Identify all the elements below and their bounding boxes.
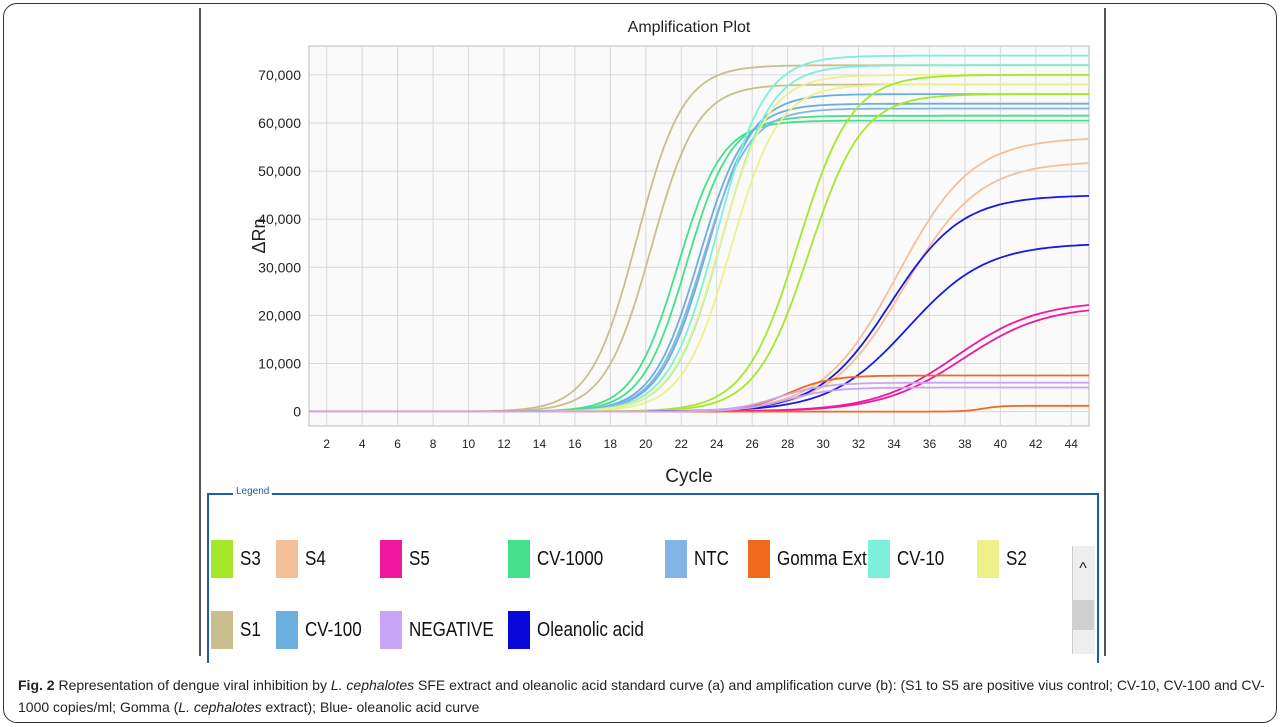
legend-item[interactable]: CV-1000 bbox=[508, 540, 615, 578]
x-tick-label: 32 bbox=[852, 437, 866, 451]
x-tick-label: 20 bbox=[639, 437, 653, 451]
legend-label: S5 bbox=[409, 547, 430, 570]
legend-swatch bbox=[380, 611, 402, 649]
legend-item[interactable]: S1 bbox=[211, 611, 264, 649]
legend-label: Gomma Ext bbox=[777, 547, 867, 570]
scroll-up-icon[interactable]: ^ bbox=[1079, 560, 1087, 577]
legend-label: Oleanolic acid bbox=[537, 618, 644, 641]
legend-title: Legend bbox=[233, 486, 273, 497]
legend-swatch bbox=[868, 540, 890, 578]
x-tick-label: 30 bbox=[816, 437, 830, 451]
caption-text-1: Representation of dengue viral inhibitio… bbox=[54, 677, 331, 693]
x-tick-label: 12 bbox=[497, 437, 511, 451]
x-tick-label: 4 bbox=[359, 437, 366, 451]
y-axis-label: ΔRn bbox=[249, 218, 269, 253]
amplification-plot: 2 4 6 8 10 12 14 16 18 20 22 24 26 28 30 32 34 36 38 40 42 44… bbox=[249, 19, 1090, 487]
legend-swatch bbox=[380, 540, 402, 578]
legend-item[interactable]: CV-10 bbox=[868, 540, 953, 578]
legend-box bbox=[207, 493, 1099, 663]
figure-caption: Fig. 2 Representation of dengue viral in… bbox=[18, 674, 1266, 718]
x-tick-label: 34 bbox=[887, 437, 901, 451]
legend-label: S2 bbox=[1006, 547, 1027, 570]
legend-item[interactable]: S2 bbox=[977, 540, 1030, 578]
series-line-negative bbox=[309, 386, 1089, 413]
x-tick-label: 8 bbox=[430, 437, 437, 451]
x-tick-label: 16 bbox=[568, 437, 582, 451]
x-tick-label: 40 bbox=[994, 437, 1008, 451]
y-tick-label: 20,000 bbox=[258, 307, 301, 323]
legend-swatch bbox=[211, 540, 233, 578]
legend-item[interactable]: S3 bbox=[211, 540, 264, 578]
legend-swatch bbox=[977, 540, 999, 578]
legend-item[interactable]: CV-100 bbox=[276, 611, 372, 649]
caption-italic-2: L. cephalotes bbox=[178, 699, 262, 715]
x-axis-label: Cycle bbox=[665, 466, 713, 487]
x-tick-label: 28 bbox=[781, 437, 795, 451]
legend-swatch bbox=[276, 540, 298, 578]
x-tick-label: 14 bbox=[533, 437, 547, 451]
legend-label: S1 bbox=[240, 618, 261, 641]
caption-text-2: SFE extract and oleanolic acid standard … bbox=[18, 677, 1265, 715]
x-tick-label: 24 bbox=[710, 437, 724, 451]
scroll-thumb[interactable] bbox=[1072, 600, 1094, 630]
legend-swatch bbox=[276, 611, 298, 649]
legend-item[interactable]: Oleanolic acid bbox=[508, 611, 663, 649]
y-tick-label: 10,000 bbox=[258, 355, 301, 371]
software-panel: 2 4 6 8 10 12 14 16 18 20 22 24 26 28 30 32 34 36 38 40 42 44… bbox=[199, 8, 1106, 656]
x-tick-label: 36 bbox=[923, 437, 937, 451]
legend-label: CV-1000 bbox=[537, 547, 604, 570]
legend-swatch bbox=[748, 540, 770, 578]
y-tick-label: 0 bbox=[293, 404, 301, 420]
legend-label: NEGATIVE bbox=[409, 618, 494, 641]
legend-swatch bbox=[508, 540, 530, 578]
legend-label: CV-10 bbox=[897, 547, 945, 570]
y-tick-label: 50,000 bbox=[258, 163, 301, 179]
y-tick-label: 30,000 bbox=[258, 259, 301, 275]
caption-italic-1: L. cephalotes bbox=[330, 677, 415, 693]
legend-label: S4 bbox=[305, 547, 326, 570]
legend-item[interactable]: NEGATIVE bbox=[380, 611, 509, 649]
legend-swatch bbox=[211, 611, 233, 649]
legend-item[interactable]: S4 bbox=[276, 540, 329, 578]
figure-frame bbox=[3, 3, 1277, 723]
legend-item[interactable]: Gomma Ext bbox=[748, 540, 883, 578]
x-tick-label: 44 bbox=[1065, 437, 1079, 451]
legend-item[interactable]: NTC bbox=[665, 540, 735, 578]
x-tick-label: 10 bbox=[462, 437, 476, 451]
legend-item[interactable]: S5 bbox=[380, 540, 433, 578]
chart-title: Amplification Plot bbox=[628, 19, 751, 36]
x-tick-label: 18 bbox=[604, 437, 618, 451]
legend-label: NTC bbox=[694, 547, 729, 570]
legend-label: CV-100 bbox=[305, 618, 362, 641]
x-tick-label: 26 bbox=[746, 437, 760, 451]
y-tick-label: 40,000 bbox=[258, 211, 301, 227]
x-tick-label: 2 bbox=[323, 437, 330, 451]
y-tick-label: 60,000 bbox=[258, 115, 301, 131]
x-tick-label: 38 bbox=[958, 437, 972, 451]
x-tick-label: 22 bbox=[675, 437, 689, 451]
legend-swatch bbox=[508, 611, 530, 649]
x-tick-label: 6 bbox=[394, 437, 401, 451]
legend-swatch bbox=[665, 540, 687, 578]
caption-text-3: extract); Blue- oleanolic acid curve bbox=[261, 699, 480, 715]
caption-fig-label: Fig. 2 bbox=[18, 677, 55, 693]
x-tick-label: 42 bbox=[1029, 437, 1043, 451]
legend-label: S3 bbox=[240, 547, 261, 570]
y-tick-label: 70,000 bbox=[258, 67, 301, 83]
